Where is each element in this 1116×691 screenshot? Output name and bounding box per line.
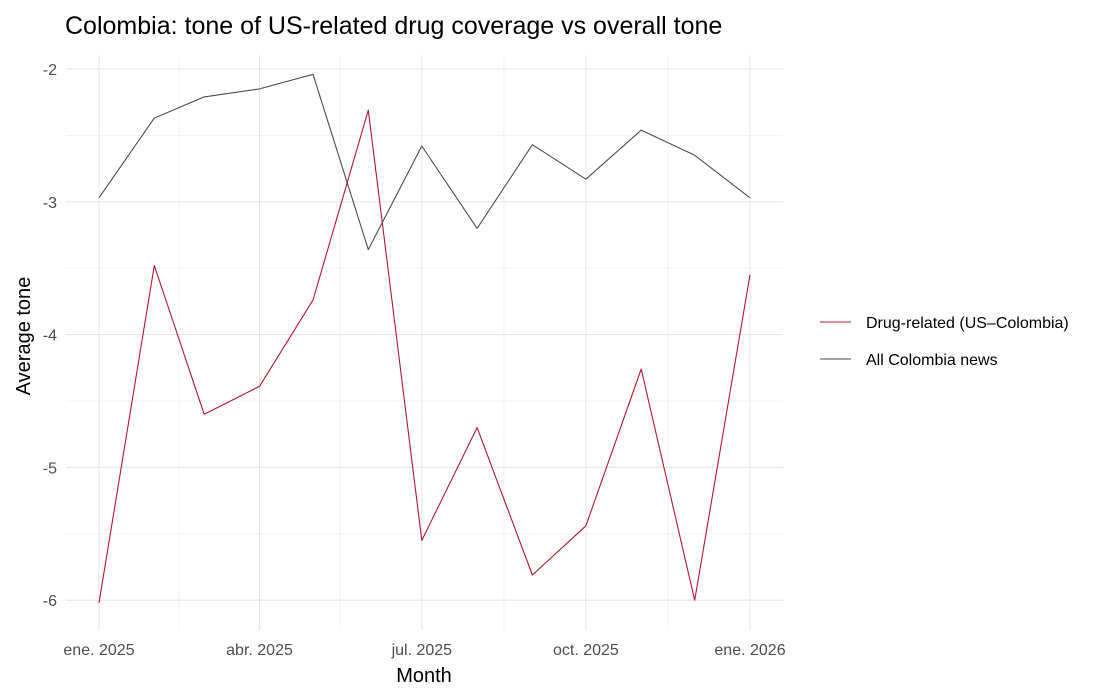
series-line-2 bbox=[98, 73, 751, 251]
legend-label-1: Drug-related (US–Colombia) bbox=[866, 315, 1069, 332]
x-tick-label: ene. 2025 bbox=[63, 642, 134, 659]
y-axis-label: Average tone bbox=[13, 277, 35, 396]
y-tick-label: -6 bbox=[43, 593, 57, 610]
y-axis-tick-labels: -2 -3 -4 -5 -6 bbox=[43, 62, 57, 610]
x-axis-label: Month bbox=[396, 665, 452, 686]
x-tick-label: ene. 2026 bbox=[714, 642, 785, 659]
x-tick-label: jul. 2025 bbox=[391, 642, 453, 659]
y-tick-label: -3 bbox=[43, 195, 57, 212]
chart-title: Colombia: tone of US-related drug covera… bbox=[65, 12, 722, 40]
series-line-1 bbox=[98, 109, 751, 603]
y-tick-label: -4 bbox=[43, 328, 57, 345]
x-tick-label: oct. 2025 bbox=[553, 642, 619, 659]
grid-lines bbox=[66, 55, 783, 630]
legend: Drug-related (US–Colombia) All Colombia n… bbox=[820, 315, 1069, 369]
y-tick-label: -5 bbox=[43, 460, 57, 477]
x-axis-tick-labels: ene. 2025 abr. 2025 jul. 2025 oct. 2025 ene.… bbox=[63, 642, 785, 659]
data-series bbox=[98, 73, 751, 603]
x-tick-label: abr. 2025 bbox=[226, 642, 293, 659]
legend-label-2: All Colombia news bbox=[866, 352, 998, 369]
y-tick-label: -2 bbox=[43, 62, 57, 79]
